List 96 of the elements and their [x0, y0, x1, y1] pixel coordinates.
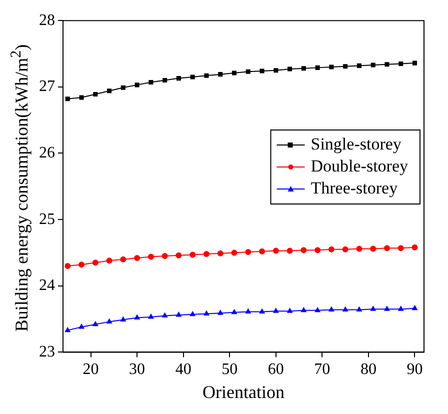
y-tick-label: 23	[39, 343, 55, 360]
point	[398, 61, 404, 66]
point	[384, 62, 390, 67]
point	[162, 253, 168, 260]
point	[120, 316, 126, 322]
point	[246, 69, 250, 74]
point	[412, 60, 418, 66]
point	[287, 308, 292, 313]
x-tick-label: 60	[268, 361, 284, 378]
point	[259, 308, 265, 314]
y-tick-label: 28	[39, 12, 55, 29]
point	[328, 306, 334, 312]
point	[370, 306, 376, 311]
point	[370, 246, 376, 252]
y-tick-label: 24	[39, 277, 55, 294]
point	[79, 95, 84, 100]
point	[204, 73, 209, 78]
point	[162, 78, 168, 83]
point	[273, 308, 279, 313]
point	[232, 70, 237, 76]
legend-label: Three-storey	[310, 178, 398, 198]
point	[190, 252, 196, 258]
point	[286, 248, 293, 254]
legend-label: Double-storey	[310, 156, 408, 176]
point	[176, 312, 182, 317]
point	[65, 96, 70, 102]
point	[260, 68, 264, 74]
point	[92, 260, 98, 266]
point	[162, 312, 168, 318]
point	[107, 88, 112, 94]
legend-label: Single-storey	[310, 134, 402, 154]
x-tick-label: 80	[360, 361, 376, 378]
point	[343, 64, 348, 69]
point	[300, 247, 307, 254]
point	[148, 254, 154, 260]
point	[203, 251, 210, 258]
y-tick-label: 25	[39, 210, 55, 228]
point	[384, 245, 390, 252]
point	[218, 310, 224, 315]
x-axis-title: Orientation	[202, 382, 284, 402]
point	[190, 311, 196, 316]
point	[134, 82, 140, 88]
point	[259, 248, 266, 254]
y-tick-label: 27	[39, 78, 55, 96]
point	[314, 247, 321, 254]
point	[204, 310, 210, 316]
point	[398, 245, 404, 252]
x-tick-label: 40	[175, 361, 192, 378]
point	[176, 76, 181, 81]
x-tick-label: 20	[82, 361, 99, 378]
point	[64, 327, 70, 332]
point	[106, 258, 112, 264]
point	[245, 308, 251, 314]
point	[64, 262, 71, 269]
point	[245, 249, 252, 256]
point	[190, 74, 195, 80]
point	[120, 85, 126, 90]
point	[274, 68, 278, 73]
point	[314, 307, 320, 312]
point	[370, 62, 376, 68]
point	[134, 314, 140, 320]
point	[272, 248, 279, 254]
point	[329, 64, 334, 70]
point	[301, 66, 306, 71]
point	[232, 309, 237, 314]
x-tick-label: 90	[406, 361, 423, 378]
x-tick-label: 30	[129, 361, 146, 378]
point	[412, 305, 418, 310]
point	[217, 250, 224, 256]
point	[356, 63, 362, 68]
x-tick-label: 50	[222, 361, 238, 378]
point	[231, 250, 238, 256]
point	[106, 318, 112, 324]
point	[356, 246, 362, 252]
point	[342, 306, 348, 312]
point	[288, 66, 292, 72]
point	[93, 92, 98, 96]
point	[315, 65, 320, 70]
point	[134, 255, 140, 262]
point	[328, 246, 334, 252]
point	[148, 314, 154, 319]
point	[301, 307, 306, 312]
point	[148, 80, 154, 85]
point	[78, 262, 85, 268]
point	[176, 252, 182, 258]
y-tick-label: 26	[39, 144, 55, 162]
x-tick-label: 70	[314, 361, 330, 378]
point	[398, 306, 404, 311]
point	[342, 246, 348, 252]
point	[218, 72, 223, 77]
point	[120, 256, 126, 262]
point	[384, 306, 390, 311]
point	[356, 306, 362, 312]
point	[78, 324, 84, 329]
point	[412, 244, 418, 250]
point	[92, 321, 98, 326]
